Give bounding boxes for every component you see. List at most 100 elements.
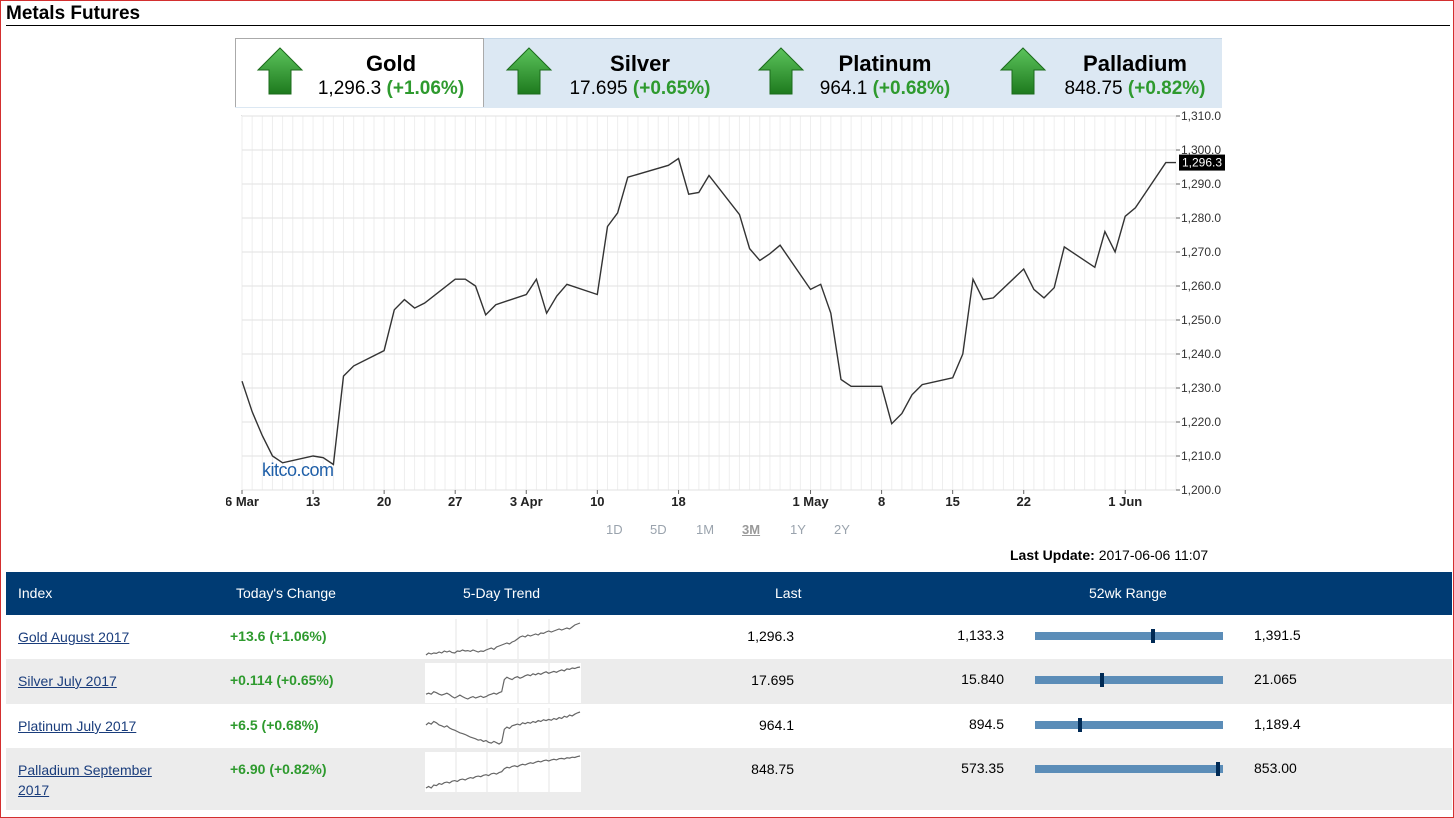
last-value: 964.1 bbox=[758, 717, 794, 733]
table-row: Silver July 2017 +0.114 (+0.65%) 17.695 15.… bbox=[6, 659, 1452, 704]
tab-palladium-price: 848.75 bbox=[1064, 78, 1123, 99]
price-series-line bbox=[241, 157, 1176, 466]
up-arrow-icon bbox=[505, 47, 553, 95]
range-marker bbox=[1216, 762, 1220, 776]
last-value: 17.695 bbox=[751, 672, 794, 688]
index-link[interactable]: Silver July 2017 bbox=[18, 673, 117, 689]
sparkline-background bbox=[425, 708, 581, 748]
sparkline-line bbox=[425, 622, 581, 656]
sparkline-line bbox=[425, 711, 581, 745]
range-option-5d[interactable]: 5D bbox=[650, 522, 667, 537]
five-day-trend-sparkline bbox=[425, 619, 581, 659]
sparkline-background bbox=[425, 619, 581, 659]
x-tick-label: 8 bbox=[878, 494, 885, 509]
tab-platinum-price: 964.1 bbox=[819, 78, 868, 99]
y-tick-label: 1,310.0 bbox=[1181, 109, 1221, 123]
tab-palladium-name: Palladium bbox=[1083, 51, 1187, 76]
y-tick-label: 1,220.0 bbox=[1181, 415, 1221, 429]
tab-gold-quote: 1,296.3 (+1.06%) bbox=[316, 78, 466, 100]
gold-price-chart: 1,310.0 1,300.0 1,290.0 1,280.0 1,270.0 1,260… bbox=[226, 109, 1225, 509]
y-tick-label: 1,210.0 bbox=[1181, 449, 1221, 463]
x-tick-label: 20 bbox=[377, 494, 391, 509]
range-low: 573.35 bbox=[961, 760, 1004, 776]
x-tick-label: 15 bbox=[945, 494, 959, 509]
up-arrow-icon bbox=[999, 47, 1047, 95]
col-52wk-range: 52wk Range bbox=[1089, 585, 1167, 601]
y-tick-label: 1,200.0 bbox=[1181, 483, 1221, 497]
range-bar bbox=[1035, 673, 1223, 687]
tab-palladium-quote: 848.75 (+0.82%) bbox=[1055, 78, 1215, 100]
index-link[interactable]: Palladium September 2017 bbox=[18, 762, 152, 798]
todays-change: +6.90 (+0.82%) bbox=[230, 761, 327, 777]
last-update: Last Update: 2017-06-06 11:07 bbox=[1010, 547, 1208, 563]
kitco-watermark: kitco.com bbox=[262, 460, 334, 480]
tab-palladium-change: (+0.82%) bbox=[1127, 78, 1206, 99]
up-arrow-icon bbox=[757, 47, 805, 95]
todays-change: +0.114 (+0.65%) bbox=[230, 672, 334, 688]
x-tick-label: 1 Jun bbox=[1108, 494, 1142, 509]
y-tick-label: 1,300.0 bbox=[1181, 143, 1221, 157]
range-marker bbox=[1151, 629, 1155, 643]
tab-platinum-quote: 964.1 (+0.68%) bbox=[810, 78, 960, 100]
table-header: Index Today's Change 5-Day Trend Last 52… bbox=[6, 572, 1452, 615]
tab-silver-name: Silver bbox=[610, 51, 670, 76]
y-tick-label: 1,270.0 bbox=[1181, 245, 1221, 259]
range-low: 894.5 bbox=[968, 716, 1004, 732]
tab-platinum-name: Platinum bbox=[838, 51, 932, 76]
x-tick-label: 27 bbox=[448, 494, 462, 509]
range-bar bbox=[1035, 718, 1223, 732]
table-row: Gold August 2017 +13.6 (+1.06%) 1,296.3 1,1… bbox=[6, 615, 1452, 659]
range-bar bbox=[1035, 762, 1223, 776]
range-option-1y[interactable]: 1Y bbox=[790, 522, 806, 537]
tab-platinum-change: (+0.68%) bbox=[872, 78, 951, 99]
last-value: 848.75 bbox=[751, 761, 794, 777]
tab-gold-price: 1,296.3 bbox=[317, 78, 382, 99]
up-arrow-icon bbox=[256, 47, 304, 95]
tab-gold-change: (+1.06%) bbox=[386, 78, 465, 99]
five-day-trend-sparkline bbox=[425, 752, 581, 792]
col-index: Index bbox=[18, 585, 53, 601]
y-tick-label: 1,280.0 bbox=[1181, 211, 1221, 225]
sparkline-background bbox=[425, 752, 581, 792]
y-tick-label: 1,240.0 bbox=[1181, 347, 1221, 361]
range-option-2y[interactable]: 2Y bbox=[834, 522, 850, 537]
x-tick-label: 10 bbox=[590, 494, 604, 509]
todays-change: +6.5 (+0.68%) bbox=[230, 717, 319, 733]
x-tick-label: 22 bbox=[1016, 494, 1030, 509]
range-low: 15.840 bbox=[961, 671, 1004, 687]
tab-silver[interactable]: Silver 17.695 (+0.65%) bbox=[485, 39, 735, 108]
tab-palladium[interactable]: Palladium 848.75 (+0.82%) bbox=[985, 39, 1222, 108]
range-marker bbox=[1100, 673, 1104, 687]
index-link[interactable]: Gold August 2017 bbox=[18, 629, 130, 645]
table-row: Platinum July 2017 +6.5 (+0.68%) 964.1 894.… bbox=[6, 704, 1452, 748]
y-tick-label: 1,230.0 bbox=[1181, 381, 1221, 395]
tab-silver-change: (+0.65%) bbox=[632, 78, 711, 99]
five-day-trend-sparkline bbox=[425, 708, 581, 748]
y-tick-label: 1,260.0 bbox=[1181, 279, 1221, 293]
range-high: 853.00 bbox=[1254, 760, 1297, 776]
five-day-trend-sparkline bbox=[425, 663, 581, 703]
range-bar bbox=[1035, 629, 1223, 643]
x-tick-label: 6 Mar bbox=[226, 494, 259, 509]
index-link[interactable]: Platinum July 2017 bbox=[18, 718, 137, 734]
y-tick-label: 1,250.0 bbox=[1181, 313, 1221, 327]
tab-platinum[interactable]: Platinum 964.1 (+0.68%) bbox=[735, 39, 985, 108]
range-option-1d[interactable]: 1D bbox=[606, 522, 623, 537]
current-price-box bbox=[1179, 154, 1225, 171]
range-option-3m[interactable]: 3M bbox=[742, 522, 761, 537]
tab-silver-quote: 17.695 (+0.65%) bbox=[565, 78, 715, 100]
sparkline-line bbox=[425, 755, 581, 789]
sparkline-line bbox=[425, 666, 581, 700]
range-option-1m[interactable]: 1M bbox=[696, 522, 715, 537]
x-tick-label: 18 bbox=[671, 494, 685, 509]
x-tick-label: 13 bbox=[306, 494, 320, 509]
metal-tabs: Gold 1,296.3 (+1.06%) Silver 17.695 (+0.… bbox=[235, 38, 1222, 108]
last-value: 1,296.3 bbox=[747, 628, 794, 644]
col-change: Today's Change bbox=[236, 585, 336, 601]
tab-gold[interactable]: Gold 1,296.3 (+1.06%) bbox=[235, 38, 484, 107]
col-last: Last bbox=[775, 585, 802, 601]
col-trend: 5-Day Trend bbox=[463, 585, 541, 601]
range-marker bbox=[1078, 718, 1082, 732]
range-high: 21.065 bbox=[1254, 671, 1297, 687]
header-divider bbox=[6, 25, 1450, 26]
